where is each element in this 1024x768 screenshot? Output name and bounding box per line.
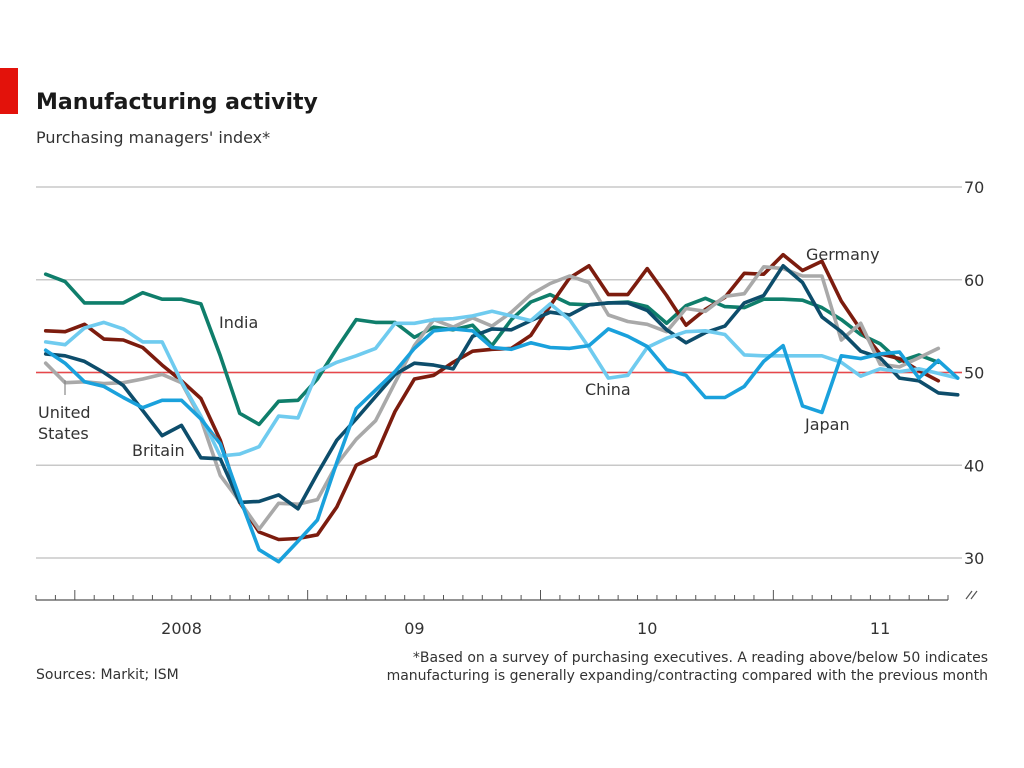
x-tick-label: 11 (870, 619, 890, 638)
series-line-china (43, 302, 960, 458)
y-tick-label: 60 (964, 271, 984, 290)
chart-grid (36, 186, 962, 559)
series-line-britain (43, 263, 960, 511)
x-axis: 2008 09 10 11 (35, 590, 978, 638)
axis-break-mark (965, 590, 978, 600)
chart-title: Manufacturing activity (36, 90, 318, 115)
y-axis: 30 40 50 60 70 (964, 178, 984, 568)
series-line-japan (43, 327, 960, 564)
brand-red-tab (0, 68, 18, 114)
britain-label-leader (209, 431, 218, 439)
chart-subtitle: Purchasing managers' index* (36, 128, 271, 147)
x-tick-label: 10 (637, 619, 657, 638)
label-japan: Japan (804, 415, 850, 434)
x-tick-label: 2008 (161, 619, 202, 638)
x-tick-label: 09 (404, 619, 424, 638)
y-tick-label: 70 (964, 178, 984, 197)
label-britain: Britain (132, 441, 185, 460)
label-india: India (219, 313, 258, 332)
label-germany: Germany (806, 245, 880, 264)
label-china: China (585, 380, 631, 399)
label-states: States (38, 424, 89, 443)
label-united: United (38, 403, 91, 422)
y-tick-label: 50 (964, 364, 984, 383)
series-labels: India Germany United States Britain Chin… (38, 245, 880, 460)
y-tick-label: 30 (964, 549, 984, 568)
footnote-text: *Based on a survey of purchasing executi… (386, 650, 988, 684)
series-lines (43, 252, 960, 564)
y-tick-label: 40 (964, 456, 984, 475)
sources-text: Sources: Markit; ISM (36, 667, 179, 683)
series-line-united-states (43, 264, 941, 532)
